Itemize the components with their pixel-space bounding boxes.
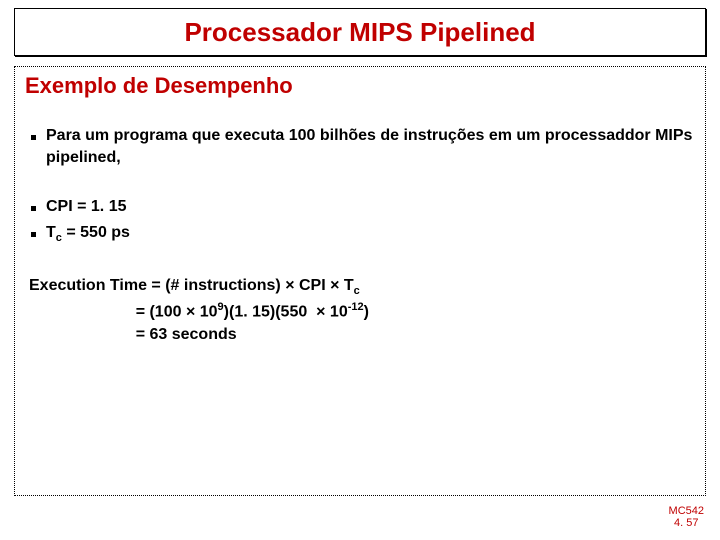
- equation-block: Execution Time = (# instructions) × CPI …: [25, 274, 695, 347]
- eq-l2-sup2: -12: [348, 301, 364, 313]
- eq-l1a: Execution Time = (# instructions) × CPI …: [29, 277, 354, 294]
- slide-subtitle: Exemplo de Desempenho: [25, 73, 695, 99]
- title-container: Processador MIPS Pipelined: [14, 8, 706, 56]
- content-container: Exemplo de Desempenho Para um programa q…: [14, 66, 706, 496]
- bullet-text-2: CPI = 1. 15: [46, 196, 127, 218]
- eq-l2a: = (100 × 10: [29, 303, 218, 320]
- footer-line-1: MC542: [669, 505, 704, 518]
- bullet-dot-icon: [31, 232, 36, 237]
- eq-l2c: ): [364, 303, 369, 320]
- bullet-text-3: Tc = 550 ps: [46, 222, 130, 246]
- eq-l2b: )(1. 15)(550 × 10: [224, 303, 348, 320]
- bullet-item: Tc = 550 ps: [25, 222, 695, 246]
- eq-l1-sub: c: [354, 285, 360, 297]
- slide-footer: MC542 4. 57: [669, 505, 704, 530]
- slide-title: Processador MIPS Pipelined: [184, 17, 535, 48]
- eq-line-3: = 63 seconds: [29, 323, 695, 346]
- bullet-dot-icon: [31, 206, 36, 211]
- eq-line-2: = (100 × 109)(1. 15)(550 × 10-12): [29, 300, 695, 324]
- b3-post: = 550 ps: [62, 224, 130, 241]
- b3-pre: T: [46, 224, 56, 241]
- bullet-dot-icon: [31, 135, 36, 140]
- bullet-text-1: Para um programa que executa 100 bilhões…: [46, 125, 695, 168]
- bullet-item: Para um programa que executa 100 bilhões…: [25, 125, 695, 168]
- footer-line-2: 4. 57: [669, 517, 704, 530]
- eq-line-1: Execution Time = (# instructions) × CPI …: [29, 274, 695, 300]
- bullet-item: CPI = 1. 15: [25, 196, 695, 218]
